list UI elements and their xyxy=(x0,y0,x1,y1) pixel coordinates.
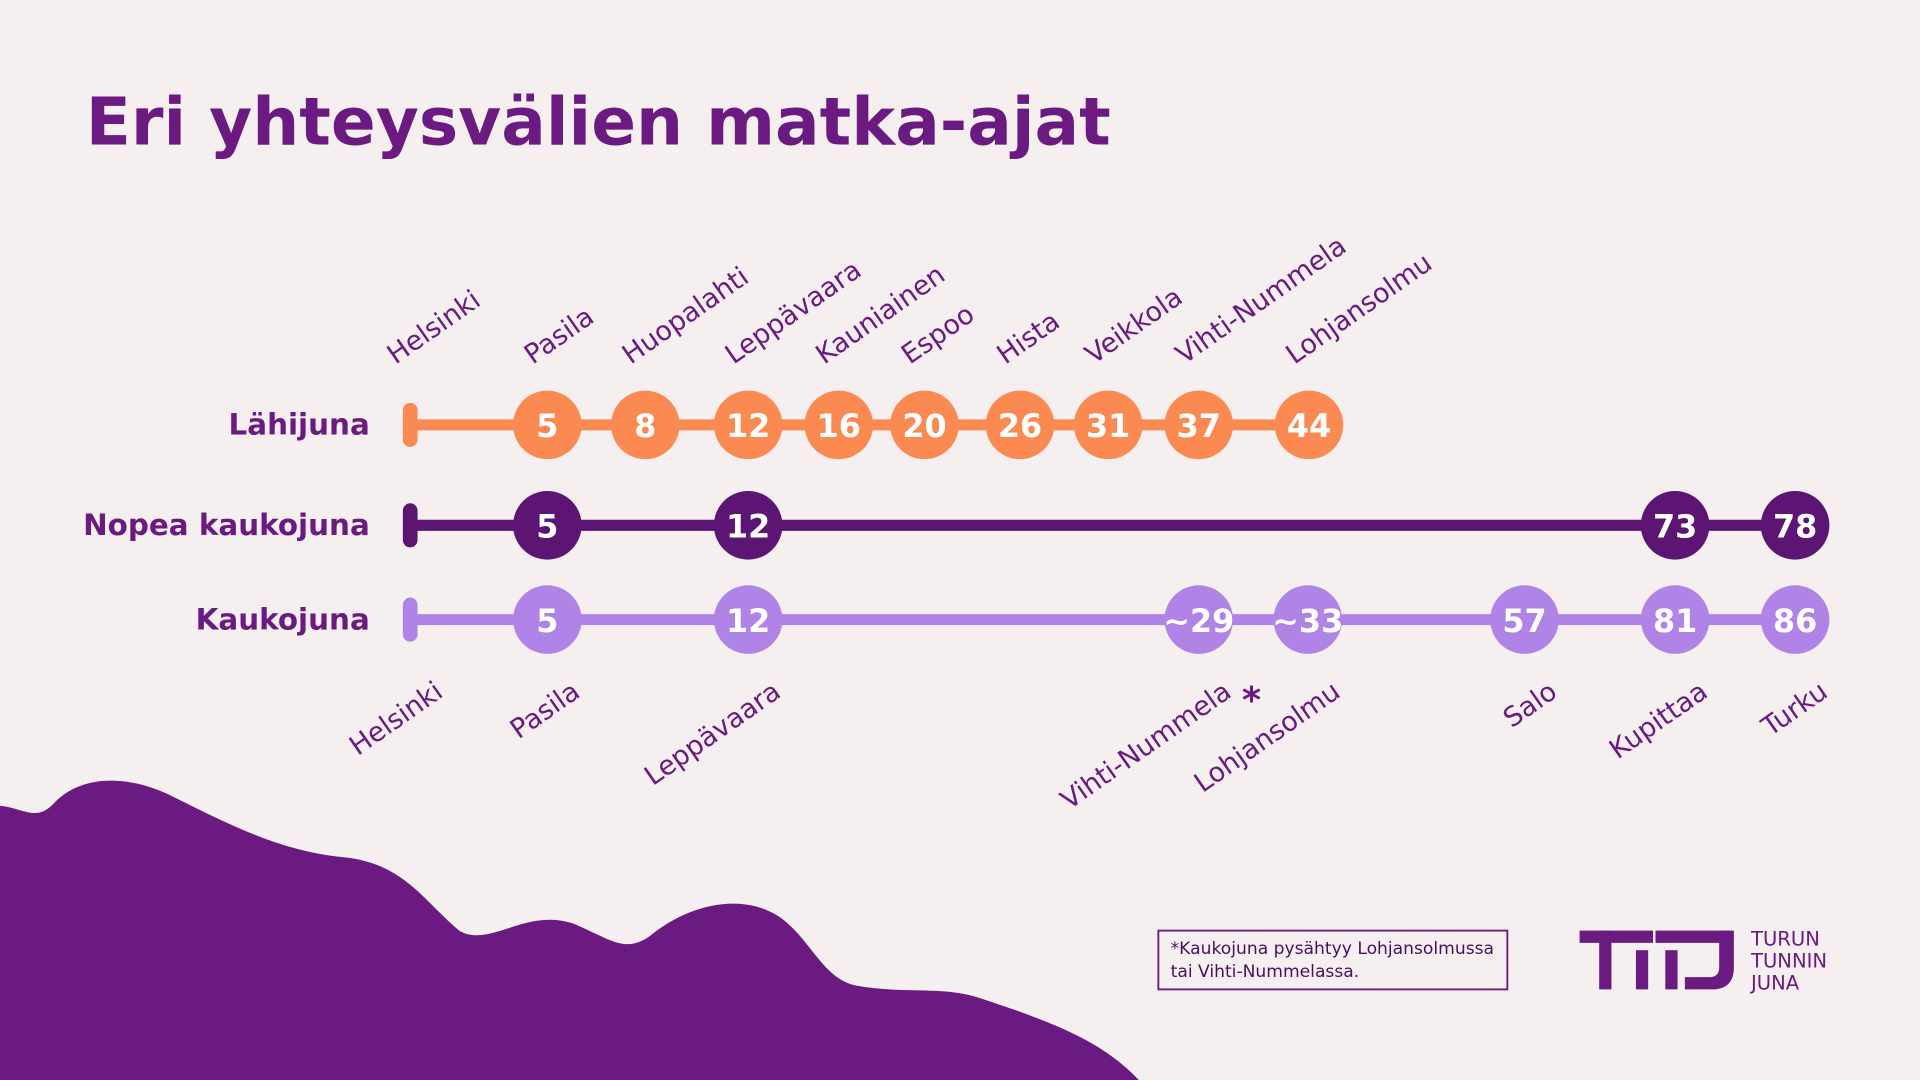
travel-time: 86 xyxy=(1773,602,1817,640)
travel-time: 12 xyxy=(726,508,770,546)
travel-time: 5 xyxy=(536,602,558,640)
stop xyxy=(1273,585,1343,654)
travel-time: ~29 xyxy=(1163,602,1234,640)
row-label: Lähijuna xyxy=(229,408,370,442)
stop xyxy=(1760,585,1830,654)
travel-time: 81 xyxy=(1653,602,1697,640)
station-label: Kupittaa xyxy=(1604,676,1714,766)
travel-time: 5 xyxy=(536,407,558,445)
station-label: Leppävaara xyxy=(639,676,786,792)
row-label: Kaukojuna xyxy=(196,602,370,636)
logo-text: JUNA xyxy=(1749,971,1800,994)
stop xyxy=(804,390,874,460)
station-label: Helsinki xyxy=(382,284,487,370)
footnote: tai Vihti-Nummelassa. xyxy=(1171,962,1360,982)
stop xyxy=(1274,390,1344,460)
stop xyxy=(513,585,582,654)
stop xyxy=(713,491,783,560)
travel-time: 78 xyxy=(1773,508,1817,546)
stop xyxy=(513,491,582,560)
logo-text: TUNNIN xyxy=(1750,949,1827,972)
stop xyxy=(1073,390,1143,460)
stop xyxy=(1640,585,1710,654)
station-label: Salo xyxy=(1498,676,1563,734)
travel-time: 12 xyxy=(726,407,770,445)
hill xyxy=(0,780,1139,1080)
travel-time: 37 xyxy=(1177,407,1221,445)
title: Eri yhteysvälien matka-ajat xyxy=(86,83,1111,160)
route-start xyxy=(402,503,418,548)
station-label: Veikkola xyxy=(1080,282,1189,371)
travel-time: 44 xyxy=(1287,407,1331,445)
stop xyxy=(1760,491,1830,560)
station-label: Pasila xyxy=(519,301,600,371)
station-label: Turku xyxy=(1756,676,1834,743)
stop xyxy=(1640,491,1710,560)
route-start xyxy=(402,597,418,642)
travel-time: ~33 xyxy=(1272,602,1343,640)
stop xyxy=(713,390,783,460)
travel-time: 57 xyxy=(1502,602,1546,640)
travel-time: 31 xyxy=(1086,407,1130,445)
logo-text: TURUN xyxy=(1750,927,1820,950)
footnote: *Kaukojuna pysähtyy Lohjansolmussa xyxy=(1171,939,1494,959)
travel-time: 5 xyxy=(536,508,558,546)
travel-time: 12 xyxy=(726,602,770,640)
footnote-box xyxy=(1157,929,1509,991)
logo-mark xyxy=(1579,930,1734,990)
stop xyxy=(1164,390,1234,460)
travel-time: 73 xyxy=(1653,508,1697,546)
travel-time: 16 xyxy=(817,407,861,445)
station-label: Hista xyxy=(992,306,1066,371)
station-label: Pasila xyxy=(505,676,586,746)
stop xyxy=(890,390,959,460)
asterisk: * xyxy=(1242,679,1261,722)
stop xyxy=(611,390,680,460)
route-start xyxy=(402,402,418,447)
row-label: Nopea kaukojuna xyxy=(83,508,370,542)
stop xyxy=(1490,585,1559,654)
station-label: Helsinki xyxy=(344,676,449,762)
stop xyxy=(713,585,783,654)
travel-time: 26 xyxy=(998,407,1042,445)
travel-time: 8 xyxy=(634,407,656,445)
travel-time: 20 xyxy=(902,407,946,445)
stop xyxy=(513,390,582,460)
stop xyxy=(985,390,1055,460)
stop xyxy=(1164,585,1234,654)
